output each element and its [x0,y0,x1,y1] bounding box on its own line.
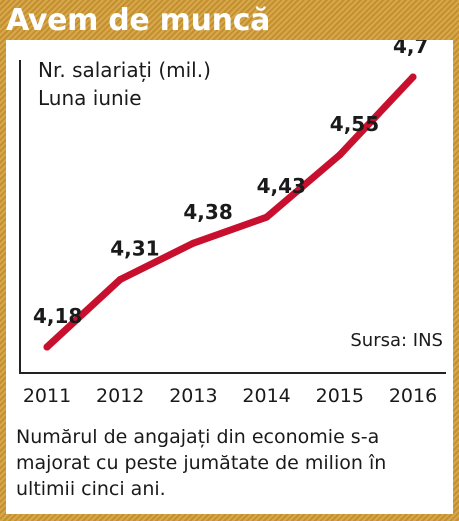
x-tick-label: 2014 [242,385,290,407]
data-point [336,151,344,159]
data-label: 4,43 [257,174,306,198]
data-label: 4,31 [110,237,159,261]
line-chart: Nr. salariați (mil.) Luna iunie 4,18 4,31 4,… [19,40,446,407]
chart-title: Avem de muncă [6,3,271,38]
x-tick-label: 2013 [169,385,217,407]
data-point [189,239,197,247]
chart-subtitle: Luna iunie [38,86,142,110]
data-point [409,73,417,81]
chart-panel: Nr. salariați (mil.) Luna iunie 4,18 4,31 4,… [6,40,453,514]
data-label: 4,7 [393,40,428,58]
data-point [263,213,271,221]
y-axis-label: Nr. salariați (mil.) [38,58,211,82]
x-tick-label: 2016 [389,385,437,407]
series-line [43,73,417,351]
x-tick-label: 2015 [316,385,364,407]
x-tick-label: 2012 [96,385,144,407]
chart-caption: Numărul de angajați din economie s-a maj… [16,426,387,500]
data-label: 4,55 [330,112,379,136]
x-tick-label: 2011 [23,385,71,407]
data-label: 4,18 [33,304,82,328]
data-point [116,276,124,283]
data-label: 4,38 [183,200,232,224]
data-point [43,343,51,351]
source-note: Sursa: INS [350,330,443,351]
